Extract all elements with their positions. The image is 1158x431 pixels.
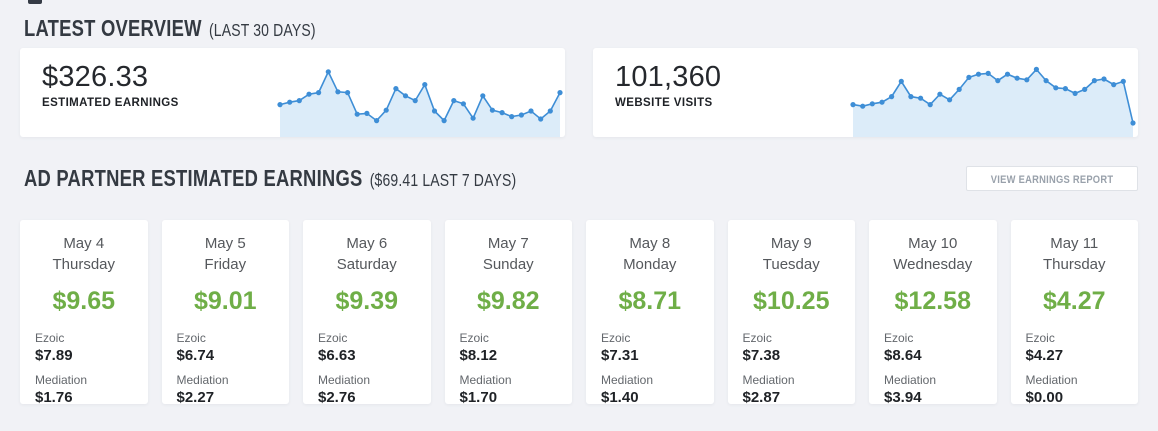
- website-visits-stat: 101,360 WEBSITE VISITS: [615, 61, 721, 109]
- day-earnings-card: May 11 Thursday $4.27 Ezoic $4.27 Mediat…: [1010, 220, 1138, 406]
- estimated-earnings-sparkline: [277, 69, 563, 137]
- ezoic-label: Ezoic: [318, 331, 348, 345]
- day-earnings-card: May 9 Tuesday $10.25 Ezoic $7.38 Mediati…: [727, 220, 855, 406]
- mediation-amount: $1.76: [35, 389, 73, 406]
- latest-overview-subtitle: (LAST 30 DAYS): [208, 20, 316, 40]
- mediation-label: Mediation: [884, 373, 937, 387]
- day-card-weekday: Monday: [623, 256, 677, 273]
- day-card-date-line: May 9: [770, 235, 812, 252]
- estimated-earnings-value: $326.33: [42, 61, 149, 93]
- day-card-date: May 10 Wednesday: [884, 233, 982, 275]
- day-card-weekday: Wednesday: [893, 256, 973, 273]
- mediation-label: Mediation: [176, 373, 229, 387]
- day-earnings-card: May 8 Monday $8.71 Ezoic $7.31 Mediation…: [586, 220, 714, 406]
- ad-partner-title: AD PARTNER ESTIMATED EARNINGS: [24, 164, 363, 191]
- day-card-weekday: Saturday: [336, 256, 397, 273]
- ezoic-amount: $6.74: [176, 347, 215, 364]
- day-card-weekday: Tuesday: [762, 256, 820, 273]
- day-card-date-line: May 10: [908, 235, 958, 252]
- mediation-label: Mediation: [318, 373, 371, 387]
- day-earnings-card: May 7 Sunday $9.82 Ezoic $8.12 Mediation…: [444, 220, 572, 406]
- day-card-date: May 6 Saturday: [318, 233, 416, 275]
- day-earnings-card: May 5 Friday $9.01 Ezoic $6.74 Mediation…: [161, 220, 289, 406]
- ezoic-amount: $6.63: [318, 347, 356, 364]
- ezoic-label: Ezoic: [35, 331, 65, 345]
- ezoic-label: Ezoic: [884, 331, 914, 345]
- mediation-amount: $2.87: [742, 389, 781, 406]
- ezoic-amount: $4.27: [1025, 347, 1064, 364]
- day-earnings-card: May 4 Thursday $9.65 Ezoic $7.89 Mediati…: [20, 220, 148, 406]
- mediation-amount: $1.40: [601, 389, 639, 406]
- day-earnings-card: May 10 Wednesday $12.58 Ezoic $8.64 Medi…: [869, 220, 997, 406]
- estimated-earnings-stat: $326.33 ESTIMATED EARNINGS: [42, 61, 179, 109]
- overview-cards-row: $326.33 ESTIMATED EARNINGS 101,360 WEBSI…: [0, 45, 1158, 137]
- day-card-total: $4.27: [1042, 287, 1106, 315]
- ad-partner-header-row: AD PARTNER ESTIMATED EARNINGS ($69.41 LA…: [0, 164, 1158, 192]
- ezoic-amount: $7.89: [35, 347, 73, 364]
- mediation-label: Mediation: [1025, 373, 1078, 387]
- mediation-amount: $1.70: [459, 389, 498, 406]
- ezoic-label: Ezoic: [459, 331, 489, 345]
- view-earnings-report-label: VIEW EARNINGS REPORT: [990, 173, 1114, 186]
- day-card-date: May 11 Thursday: [1026, 233, 1124, 275]
- day-card-date: May 7 Sunday: [460, 233, 558, 275]
- day-card-date-line: May 7: [487, 235, 529, 252]
- ezoic-amount: $7.38: [742, 347, 781, 364]
- website-visits-label: WEBSITE VISITS: [615, 97, 713, 109]
- day-card-total: $10.25: [753, 287, 830, 315]
- mediation-amount: $2.27: [176, 389, 215, 406]
- ezoic-label: Ezoic: [176, 331, 206, 345]
- mediation-amount: $2.76: [318, 389, 356, 406]
- day-card-weekday: Thursday: [52, 256, 116, 273]
- latest-overview-header: LATEST OVERVIEW (LAST 30 DAYS): [0, 0, 1158, 45]
- day-card-date: May 4 Thursday: [35, 233, 133, 275]
- day-card-weekday: Thursday: [1042, 256, 1106, 273]
- day-card-date-line: May 6: [346, 235, 388, 252]
- estimated-earnings-card: $326.33 ESTIMATED EARNINGS: [20, 48, 565, 137]
- ezoic-label: Ezoic: [601, 331, 631, 345]
- day-card-date: May 8 Monday: [601, 233, 699, 275]
- day-card-date: May 5 Friday: [177, 233, 275, 275]
- day-card-total: $8.71: [618, 287, 682, 315]
- ezoic-label: Ezoic: [1025, 331, 1055, 345]
- website-visits-card: 101,360 WEBSITE VISITS: [593, 48, 1138, 137]
- day-card-date-line: May 11: [1050, 235, 1099, 252]
- ezoic-amount: $7.31: [601, 347, 639, 364]
- mediation-label: Mediation: [35, 373, 88, 387]
- day-card-weekday: Sunday: [482, 256, 534, 273]
- day-cards-row: May 4 Thursday $9.65 Ezoic $7.89 Mediati…: [0, 220, 1158, 406]
- day-card-total: $9.82: [476, 287, 540, 315]
- day-card-date: May 9 Tuesday: [743, 233, 841, 275]
- mediation-label: Mediation: [459, 373, 512, 387]
- estimated-earnings-label: ESTIMATED EARNINGS: [42, 97, 179, 109]
- ezoic-label: Ezoic: [742, 331, 772, 345]
- day-card-total: $9.01: [193, 287, 257, 315]
- ezoic-amount: $8.12: [459, 347, 498, 364]
- ezoic-amount: $8.64: [884, 347, 922, 364]
- view-earnings-report-button[interactable]: VIEW EARNINGS REPORT: [965, 165, 1138, 191]
- mediation-label: Mediation: [742, 373, 795, 387]
- website-visits-value: 101,360: [615, 61, 722, 93]
- day-card-total: $9.65: [52, 287, 116, 315]
- day-card-weekday: Friday: [204, 256, 247, 273]
- day-card-total: $12.58: [894, 287, 971, 315]
- day-earnings-card: May 6 Saturday $9.39 Ezoic $6.63 Mediati…: [303, 220, 431, 406]
- mediation-label: Mediation: [601, 373, 654, 387]
- latest-overview-title: LATEST OVERVIEW: [24, 15, 202, 41]
- mediation-amount: $3.94: [884, 389, 922, 406]
- clipped-header-element: [28, 0, 42, 4]
- day-card-date-line: May 8: [629, 235, 671, 252]
- day-card-date-line: May 5: [204, 235, 246, 252]
- ad-partner-subtitle: ($69.41 LAST 7 DAYS): [369, 169, 517, 190]
- day-card-total: $9.39: [335, 287, 399, 315]
- mediation-amount: $0.00: [1025, 389, 1064, 406]
- website-visits-sparkline: [850, 66, 1136, 137]
- day-card-date-line: May 4: [63, 235, 105, 252]
